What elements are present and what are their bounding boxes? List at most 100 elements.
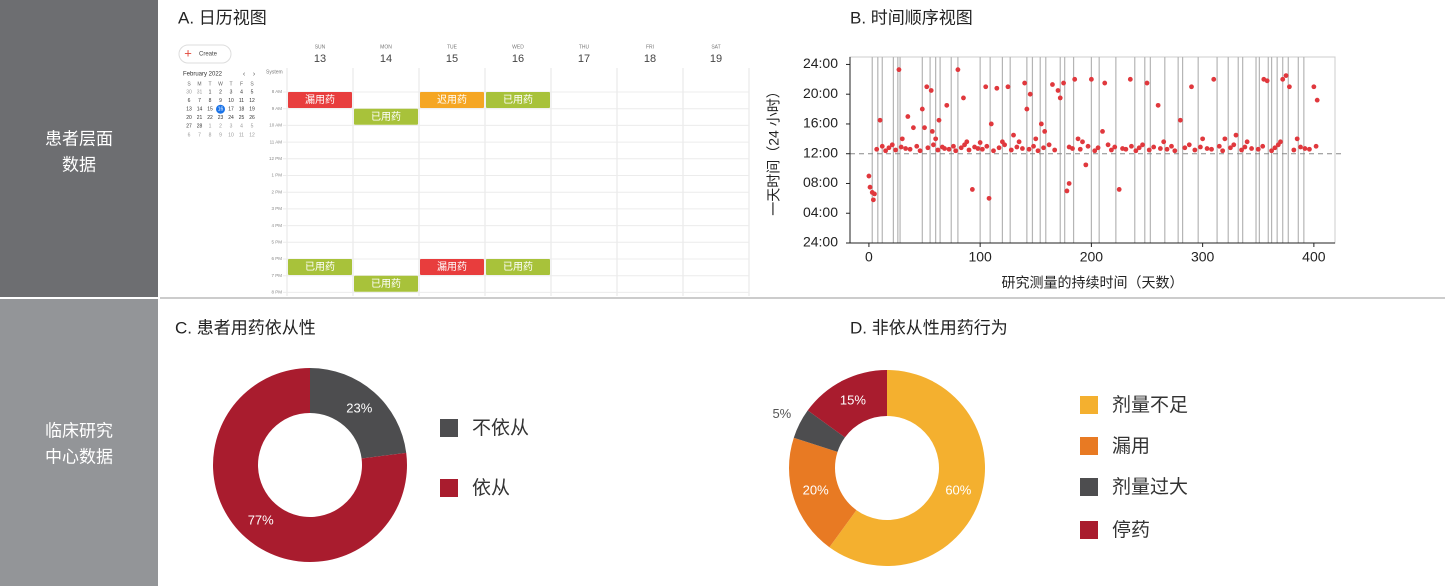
side-label: 数据	[62, 155, 96, 174]
point	[1057, 95, 1063, 101]
point	[975, 146, 981, 151]
donut-segment	[212, 368, 408, 562]
value-label: 77%	[248, 512, 274, 527]
mini-day: 5	[251, 89, 254, 95]
point	[991, 148, 996, 154]
legend-label: 依从	[472, 477, 510, 499]
point	[1144, 80, 1150, 86]
value-label: 60%	[945, 483, 971, 498]
day-date: 17	[578, 53, 590, 65]
hour-label: 2 PM	[271, 189, 282, 194]
point	[1177, 117, 1183, 123]
day-date: 14	[380, 53, 392, 65]
point	[1189, 84, 1194, 90]
point	[1211, 76, 1217, 82]
point	[986, 195, 992, 201]
day-of-week: SAT	[711, 44, 720, 50]
point	[1002, 142, 1008, 148]
point	[1172, 148, 1178, 154]
point	[1064, 188, 1070, 194]
point	[899, 136, 905, 142]
hour-label: 11 AM	[270, 139, 283, 144]
point	[1294, 136, 1300, 142]
point	[1061, 80, 1066, 86]
mini-day: 15	[207, 107, 213, 113]
mini-weekday: F	[240, 81, 243, 87]
point	[1033, 136, 1039, 142]
event-label: 漏用药	[437, 261, 467, 273]
timezone: System	[266, 69, 283, 75]
mini-nav: ›	[253, 71, 256, 78]
mini-day: 25	[239, 115, 245, 121]
y-tick-label: 04:00	[803, 204, 838, 220]
point	[867, 184, 873, 190]
hour-label: 10 AM	[269, 123, 282, 128]
point	[872, 191, 877, 197]
point	[988, 121, 994, 127]
mini-weekday: S	[250, 81, 254, 87]
point	[1298, 144, 1303, 150]
point	[969, 187, 975, 192]
point	[1244, 139, 1250, 145]
create-plus: +	[184, 45, 192, 60]
legend-swatch	[1080, 437, 1098, 455]
point	[1112, 144, 1118, 150]
point	[1140, 142, 1145, 148]
point	[1008, 147, 1014, 153]
mini-day: 28	[197, 124, 203, 130]
mini-day: 20	[186, 115, 192, 121]
point	[1031, 143, 1036, 149]
donut-segment	[310, 368, 407, 459]
mini-day: 7	[198, 132, 201, 138]
point	[1313, 143, 1319, 149]
point	[917, 148, 923, 154]
mini-nav: ‹	[243, 71, 246, 78]
point	[1041, 145, 1046, 151]
mini-weekday: S	[187, 81, 191, 87]
legend-swatch	[440, 479, 458, 497]
point	[925, 145, 931, 151]
hour-label: 6 PM	[271, 256, 282, 261]
point	[1249, 146, 1254, 151]
mini-day: 30	[186, 89, 192, 95]
hour-label: 1 PM	[271, 173, 282, 178]
point	[1038, 121, 1044, 127]
point	[958, 145, 964, 151]
point	[936, 117, 942, 123]
mini-day: 23	[218, 115, 224, 121]
point	[928, 88, 934, 93]
x-tick-label: 300	[1191, 249, 1215, 265]
point	[1035, 148, 1041, 154]
x-tick-label: 0	[865, 249, 873, 265]
hour-label: 8 PM	[271, 290, 282, 295]
mini-weekday: W	[218, 81, 223, 87]
point	[1216, 143, 1222, 149]
mini-day: 9	[219, 98, 222, 104]
point	[874, 146, 880, 152]
point	[984, 143, 990, 149]
point	[1192, 147, 1198, 153]
mini-day: 22	[207, 115, 213, 121]
point	[1242, 144, 1248, 150]
point	[1027, 91, 1033, 97]
y-tick-label: 24:00	[803, 234, 838, 250]
mini-day: 14	[197, 107, 203, 113]
mini-day: 4	[240, 124, 243, 130]
point	[966, 147, 972, 153]
point	[933, 136, 939, 142]
point	[1275, 142, 1281, 148]
point	[1228, 145, 1233, 151]
legend-label: 剂量不足	[1112, 394, 1188, 416]
point	[1055, 88, 1061, 93]
panel-title: B. 时间顺序视图	[850, 8, 973, 27]
mini-day: 1	[209, 124, 212, 130]
point	[1302, 146, 1308, 151]
point	[898, 144, 904, 150]
point	[1085, 143, 1091, 149]
point	[1136, 145, 1142, 151]
mini-day: 11	[239, 98, 244, 104]
event-label: 已用药	[371, 278, 401, 290]
side-band	[0, 0, 158, 297]
point	[914, 143, 920, 149]
point	[922, 125, 927, 131]
